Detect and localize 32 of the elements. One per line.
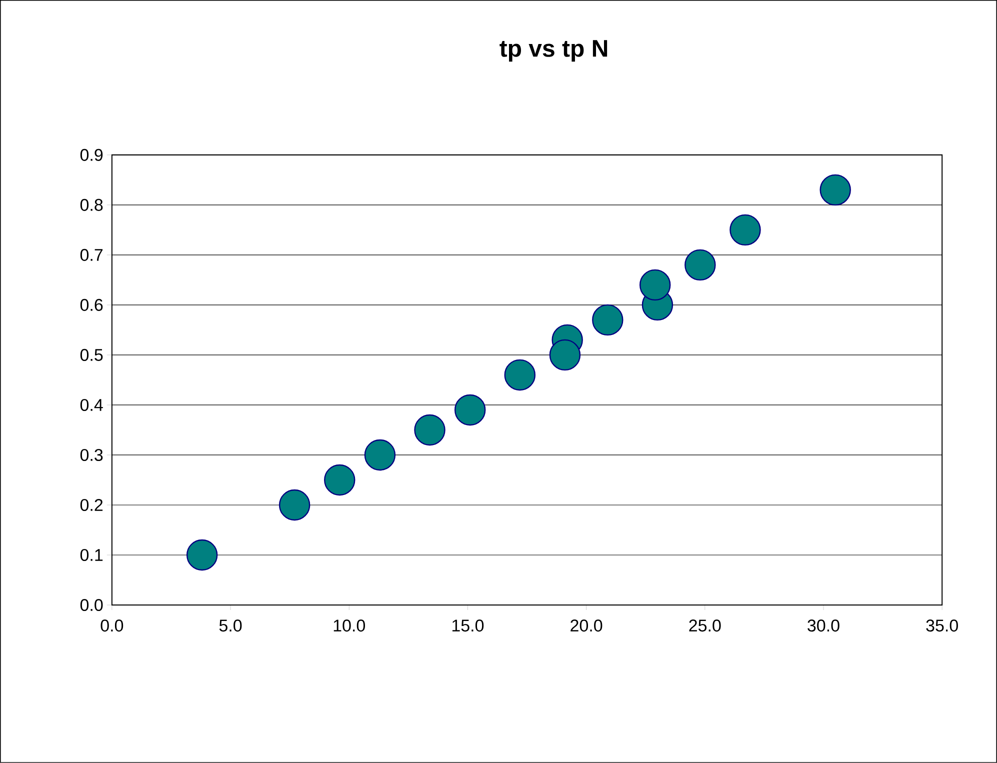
- point: [364, 439, 396, 471]
- x-tick-label: 5.0: [219, 620, 242, 632]
- y-tick-label: 0.3: [80, 448, 103, 462]
- x-tick-label: 30.0: [808, 620, 840, 632]
- y-tick-label: 0.4: [80, 398, 103, 412]
- point: [639, 269, 671, 301]
- x-tick-label: 20.0: [570, 620, 602, 632]
- y-tick-label: 0.2: [80, 499, 103, 512]
- point: [278, 489, 310, 521]
- y-tick-label: 0.1: [80, 549, 103, 562]
- x-tick-label: 15.0: [452, 620, 484, 632]
- point: [504, 359, 536, 391]
- point: [454, 394, 486, 426]
- x-tick-label: 0.0: [100, 620, 124, 632]
- y-tick-label: 0.7: [80, 248, 103, 261]
- point: [324, 464, 356, 496]
- point: [414, 414, 446, 446]
- x-tick-label: 35.0: [926, 620, 958, 632]
- y-tick-label: 0.9: [80, 148, 103, 161]
- point: [186, 539, 218, 571]
- x-tick-label: 10.0: [334, 620, 366, 632]
- y-tick-label: 0.0: [80, 599, 103, 612]
- y-tick-label: 0.6: [80, 298, 103, 312]
- y-tick-label: 0.8: [80, 198, 103, 211]
- y-tick-label: 0.5: [80, 348, 103, 362]
- chart-title: tp vs tp N: [500, 40, 608, 62]
- point: [592, 304, 624, 336]
- point: [549, 339, 581, 371]
- point: [684, 249, 716, 281]
- point: [820, 174, 851, 206]
- x-tick-label: 25.0: [689, 620, 721, 632]
- point: [730, 214, 761, 246]
